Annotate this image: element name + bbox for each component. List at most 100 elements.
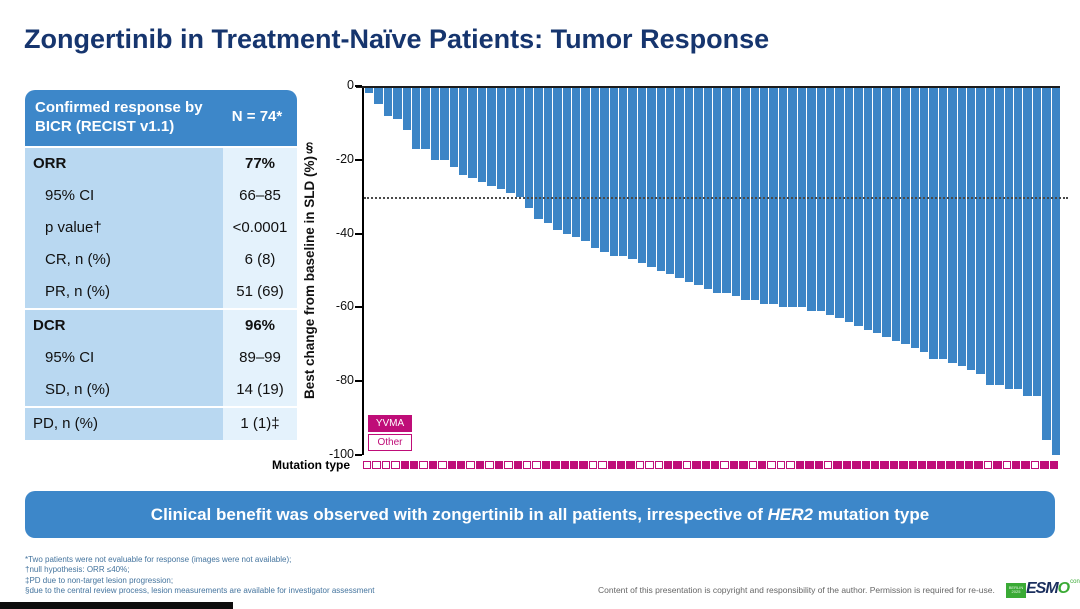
esmo-wordmark: ESMO: [1026, 580, 1070, 597]
mutation-square-yvma: [428, 461, 438, 469]
waterfall-bars: [365, 86, 1061, 455]
mutation-square-other: [823, 461, 833, 469]
waterfall-bar: [656, 86, 665, 271]
waterfall-bar: [430, 86, 440, 160]
waterfall-bar: [553, 86, 562, 230]
y-tick-mark: [355, 85, 362, 87]
table-row: PD, n (%) 1 (1)‡: [25, 405, 297, 440]
waterfall-bar: [365, 86, 374, 94]
waterfall-bar: [741, 86, 750, 301]
mutation-square-yvma: [513, 461, 522, 469]
mutation-square-other: [485, 461, 494, 469]
mutation-square-yvma: [899, 461, 908, 469]
waterfall-bar: [581, 86, 590, 241]
legend-item-yvma: YVMA: [368, 415, 412, 432]
waterfall-bar: [882, 86, 891, 337]
waterfall-bar: [609, 86, 618, 256]
waterfall-bar: [976, 86, 985, 374]
banner-text-before: Clinical benefit was observed with zonge…: [150, 504, 768, 524]
table-cell-value: 96%: [223, 307, 297, 342]
waterfall-bar: [534, 86, 543, 219]
mutation-square-other: [466, 461, 475, 469]
waterfall-bar: [995, 86, 1004, 385]
table-cell-label: SD, n (%): [25, 373, 223, 406]
mutation-square-other: [419, 461, 428, 469]
waterfall-bar: [468, 86, 477, 179]
table-cell-value: 1 (1)‡: [223, 405, 297, 440]
waterfall-bar: [938, 86, 948, 360]
waterfall-bar: [440, 86, 449, 160]
waterfall-bar: [863, 86, 872, 330]
mutation-square-yvma: [889, 461, 899, 469]
y-tick-mark: [355, 232, 362, 235]
table-row: 95% CI 66–85: [25, 179, 297, 212]
mutation-square-yvma: [541, 461, 551, 469]
footnote-line: †null hypothesis: ORR ≤40%;: [25, 565, 130, 575]
waterfall-bar: [694, 86, 703, 286]
mutation-square-other: [363, 461, 372, 469]
mutation-square-other: [532, 461, 541, 469]
mutation-square-yvma: [569, 461, 579, 469]
waterfall-bar: [985, 86, 995, 385]
mutation-square-yvma: [842, 461, 852, 469]
mutation-squares: [363, 460, 1059, 470]
table-header-row: Confirmed response by BICR (RECIST v1.1)…: [25, 90, 297, 146]
table-cell-value: 89–99: [223, 341, 297, 374]
y-tick-mark: [355, 454, 362, 456]
mutation-square-yvma: [917, 461, 927, 469]
y-tick-label: 0: [347, 78, 354, 92]
mutation-square-yvma: [1049, 461, 1059, 469]
waterfall-bar: [571, 86, 581, 238]
mutation-square-other: [748, 461, 758, 469]
waterfall-bar: [825, 86, 835, 315]
zero-baseline: [356, 86, 1060, 88]
mutation-square-yvma: [457, 461, 466, 469]
mutation-square-other: [720, 461, 729, 469]
mutation-square-yvma: [870, 461, 880, 469]
banner-gene-name: HER2: [767, 504, 814, 524]
table-cell-value: 14 (19): [223, 373, 297, 406]
mutation-square-yvma: [579, 461, 588, 469]
y-tick-label: -80: [335, 373, 354, 388]
mutation-square-other: [1030, 461, 1040, 469]
mutation-square-other: [767, 461, 776, 469]
waterfall-bar: [769, 86, 778, 304]
mutation-square-other: [438, 461, 447, 469]
table-row: p value† <0.0001: [25, 211, 297, 244]
waterfall-bar: [713, 86, 722, 293]
mutation-square-other: [504, 461, 513, 469]
y-tick-mark: [355, 306, 362, 309]
waterfall-bar: [477, 86, 487, 182]
table-row: DCR 96%: [25, 307, 297, 342]
mutation-square-yvma: [475, 461, 485, 469]
y-axis-title: Best change from baseline in SLD (%)§: [301, 141, 317, 400]
table-header-n: N = 74*: [223, 90, 297, 146]
mutation-square-other: [522, 461, 532, 469]
table-cell-value: <0.0001: [223, 211, 297, 244]
waterfall-bar: [750, 86, 760, 301]
waterfall-bar: [393, 86, 402, 120]
waterfall-bar: [637, 86, 647, 264]
mutation-square-yvma: [955, 461, 964, 469]
y-tick-label: -100: [328, 447, 354, 461]
table-cell-label: CR, n (%): [25, 243, 223, 276]
mutation-square-other: [635, 461, 645, 469]
mutation-square-yvma: [692, 461, 701, 469]
y-tick-mark: [355, 158, 362, 161]
video-letterbox-strip: [0, 602, 233, 609]
mutation-square-yvma: [560, 461, 569, 469]
y-tick-label: -60: [335, 299, 354, 314]
waterfall-bar: [901, 86, 910, 345]
waterfall-bar: [600, 86, 609, 253]
waterfall-bar: [835, 86, 844, 319]
waterfall-bar: [628, 86, 637, 260]
waterfall-bar: [618, 86, 628, 256]
y-tick-mark: [355, 380, 362, 383]
mutation-square-yvma: [494, 461, 504, 469]
table-cell-value: 66–85: [223, 179, 297, 212]
mutation-square-yvma: [908, 461, 917, 469]
mutation-square-yvma: [927, 461, 936, 469]
mutation-square-yvma: [965, 461, 974, 469]
mutation-square-yvma: [711, 461, 720, 469]
